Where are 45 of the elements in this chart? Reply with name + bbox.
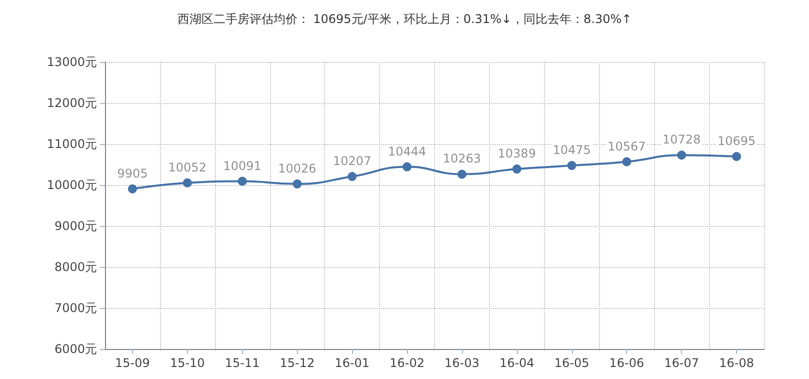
y-tick-label: 6000元 [54,342,97,356]
data-label: 10207 [333,154,372,168]
point [677,150,686,160]
point [402,162,412,172]
data-label: 10444 [388,144,426,158]
y-tick-label: 12000元 [46,96,97,110]
data-label: 10475 [552,143,591,158]
point [622,157,632,166]
x-tick-label: 15-10 [170,356,205,370]
point [292,179,302,188]
data-label: 10263 [442,152,482,166]
x-tick-label: 16-04 [499,356,534,370]
y-tick-label: 13000元 [46,55,97,69]
x-tick-label: 16-01 [334,356,370,370]
point [732,152,742,161]
x-tick-label: 15-11 [224,356,260,370]
point [238,176,247,186]
x-tick-label: 16-06 [609,356,644,370]
y-tick-label: 7000元 [54,301,97,315]
chart-title: 西湖区二手房评估均价： 10695元/平米，环比上月：0.31%↓，同比去年：8.30%↑ [177,12,632,26]
y-tick-label: 9000元 [54,219,97,233]
point [567,161,576,170]
point [128,184,137,194]
data-label: 10567 [608,139,646,154]
y-tick-label: 10000元 [46,178,97,192]
data-label: 9905 [117,166,148,180]
x-tick-label: 16-05 [554,356,590,370]
x-tick-label: 16-07 [664,356,700,370]
point [457,170,466,179]
point [512,164,522,174]
x-tick-label: 16-02 [390,356,424,370]
x-tick-label: 15-12 [280,356,315,370]
data-label: 10389 [498,146,536,161]
data-label: 10052 [168,160,206,174]
data-label: 10728 [662,132,701,147]
data-label: 10695 [717,134,756,148]
data-label: 10026 [278,161,316,176]
point [348,172,357,182]
x-tick-label: 16-08 [719,356,754,370]
data-label: 10091 [223,158,262,173]
y-tick-label: 11000元 [46,137,97,151]
point [182,178,192,188]
x-tick-label: 16-03 [444,356,480,370]
y-tick-label: 8000元 [54,260,97,274]
x-tick-label: 15-09 [115,356,150,370]
